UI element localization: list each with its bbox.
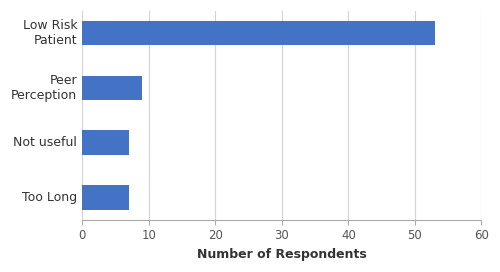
Bar bbox=[82, 186, 128, 210]
Bar bbox=[82, 131, 128, 155]
Bar bbox=[82, 21, 435, 45]
X-axis label: Number of Respondents: Number of Respondents bbox=[197, 248, 366, 261]
Bar bbox=[82, 76, 142, 100]
